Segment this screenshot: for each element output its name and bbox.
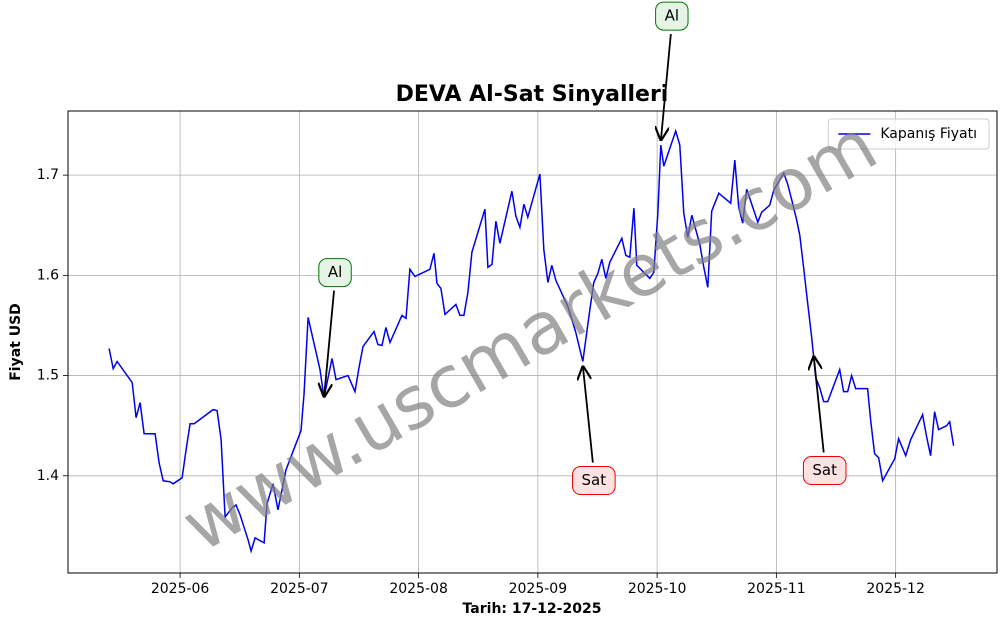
signal-arrow: [661, 33, 672, 141]
signal-label: Al: [665, 7, 679, 25]
y-tick-label: 1.7: [37, 167, 59, 183]
y-tick-label: 1.5: [37, 368, 59, 384]
signal-label: Al: [328, 263, 342, 281]
x-tick-label: 2025-12: [866, 581, 925, 597]
signal-annotation: Sat: [572, 366, 616, 496]
signal-annotation: Al: [655, 1, 689, 141]
x-tick-label: 2025-06: [151, 581, 210, 597]
signal-annotation: Al: [318, 258, 352, 398]
y-tick-label: 1.6: [37, 267, 59, 283]
x-axis-label: Tarih: 17-12-2025: [463, 601, 602, 617]
watermark: www.uscmarkets.com: [168, 103, 890, 568]
signal-box: [318, 258, 352, 288]
x-tick-label: 2025-07: [270, 581, 329, 597]
signal-box: [572, 466, 616, 496]
legend: Kapanış Fiyatı: [827, 118, 990, 150]
signal-arrow: [583, 366, 594, 463]
x-tick-label: 2025-10: [628, 581, 687, 597]
legend-label: Kapanış Fiyatı: [880, 126, 977, 142]
signal-label: Sat: [812, 461, 837, 479]
chart-title: DEVA Al-Sat Sinyalleri: [396, 82, 669, 107]
y-axis-label: Fiyat USD: [8, 303, 24, 381]
y-tick-label: 1.4: [37, 468, 59, 484]
signal-box: [802, 456, 847, 486]
x-tick-label: 2025-08: [389, 581, 448, 597]
x-tick-label: 2025-09: [509, 581, 568, 597]
signal-annotation: Sat: [802, 356, 847, 486]
signal-arrow: [814, 356, 825, 453]
signal-label: Sat: [582, 471, 607, 489]
plot-frame: [67, 110, 998, 574]
signal-arrow: [324, 290, 335, 398]
legend-box: [827, 118, 990, 150]
signal-box: [655, 1, 689, 31]
x-tick-label: 2025-11: [747, 581, 806, 597]
